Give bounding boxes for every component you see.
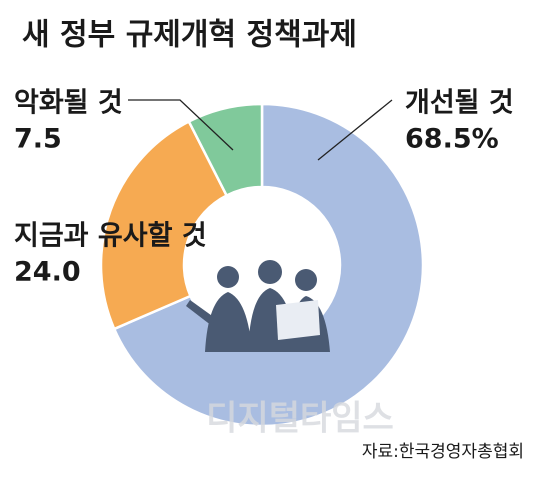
category-label: 악화될 것: [14, 88, 123, 119]
watermark: 디지털타임스: [206, 399, 394, 439]
category-label: 개선될 것: [405, 88, 514, 119]
people-illustration: [186, 260, 330, 352]
slice: [99, 119, 229, 331]
leader-line: [317, 99, 393, 161]
value-label: 7.5: [14, 124, 62, 155]
donut: [99, 102, 425, 428]
value-label: 24.0: [14, 257, 81, 288]
slice: [112, 102, 425, 428]
value-label: 68.5%: [405, 124, 499, 155]
category-label: 지금과 유사할 것: [14, 221, 207, 252]
chart-title: 새 정부 규제개혁 정책과제: [22, 18, 357, 53]
slice: [187, 102, 264, 198]
source: 자료:한국경영자총협회: [362, 442, 524, 462]
leader-line: [128, 99, 234, 151]
